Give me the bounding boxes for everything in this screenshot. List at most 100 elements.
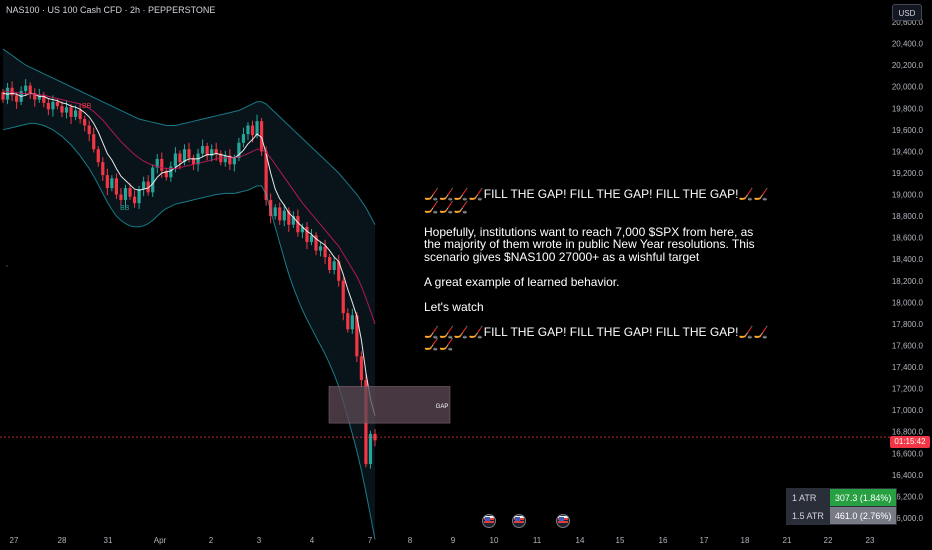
candle-body bbox=[10, 87, 14, 96]
candle-body bbox=[1, 92, 5, 100]
atr-value: 461.0 (2.76%) bbox=[828, 506, 898, 525]
y-tick-label: 20,400.0 bbox=[892, 40, 924, 49]
x-tick-label: 16 bbox=[659, 536, 668, 545]
symbol-title: NAS100 · US 100 Cash CFD · 2h · PEPPERST… bbox=[6, 5, 216, 15]
candle-body bbox=[305, 226, 309, 242]
candle-body bbox=[255, 121, 259, 136]
candle-body bbox=[187, 149, 191, 158]
gap-rect bbox=[328, 386, 451, 424]
candle-body bbox=[250, 125, 255, 136]
candle-body bbox=[264, 151, 268, 200]
y-tick-label: 16,400.0 bbox=[892, 471, 924, 480]
candle-body bbox=[341, 280, 345, 314]
candle-body bbox=[205, 146, 209, 156]
candle-body bbox=[83, 119, 87, 126]
atr-label: 1 ATR bbox=[786, 488, 830, 507]
candle-body bbox=[223, 155, 227, 163]
candle-body bbox=[151, 167, 155, 193]
candle-body bbox=[173, 153, 177, 167]
candle-body bbox=[368, 433, 373, 465]
candle-body bbox=[28, 85, 32, 94]
x-tick-label: 2 bbox=[209, 536, 214, 545]
candle-body bbox=[210, 149, 214, 156]
atr-row: 1 ATR 307.3 (1.84%) bbox=[786, 488, 898, 507]
price-axis: 16,000.0 16,200.0 16,400.0 16,600.0 16,800.0… bbox=[892, 18, 924, 523]
x-tick-label: 11 bbox=[533, 536, 542, 545]
candle-body bbox=[92, 134, 96, 150]
chart-annotation: 🏒🏒🏒🏒FILL THE GAP! FILL THE GAP! FILL THE… bbox=[424, 188, 769, 363]
us-flag-icon[interactable] bbox=[556, 514, 570, 528]
candle-body bbox=[164, 170, 168, 178]
annotation-line-3: A great example of learned behavior. bbox=[424, 274, 620, 289]
candle-body bbox=[51, 101, 55, 110]
candle-body bbox=[69, 107, 73, 117]
y-tick-label: 17,600.0 bbox=[892, 341, 924, 350]
candle-body bbox=[282, 210, 286, 221]
bollinger-bands bbox=[3, 49, 375, 540]
candle-body bbox=[78, 110, 82, 120]
x-tick-label: 14 bbox=[576, 536, 585, 545]
candle-body bbox=[314, 235, 318, 251]
y-tick-label: 18,000.0 bbox=[892, 298, 924, 307]
candle-body bbox=[123, 188, 128, 200]
candle-body bbox=[155, 158, 159, 168]
y-tick-label: 17,800.0 bbox=[892, 320, 924, 329]
candle-body bbox=[259, 121, 264, 152]
candle-body bbox=[318, 246, 323, 251]
candle-body bbox=[87, 125, 91, 135]
currency-button[interactable]: USD bbox=[892, 4, 922, 21]
y-tick-label: 19,400.0 bbox=[892, 147, 924, 156]
gap-zone: GAP bbox=[0, 386, 890, 438]
atr-table: 1 ATR 307.3 (1.84%) 1.5 ATR 461.0 (2.76%… bbox=[786, 488, 898, 525]
candle-body bbox=[232, 157, 236, 165]
bb-labels: BB BB bbox=[82, 103, 130, 212]
annotation-line-1: 🏒🏒🏒🏒FILL THE GAP! FILL THE GAP! FILL THE… bbox=[424, 187, 769, 214]
candle-body bbox=[73, 110, 78, 117]
candle-body bbox=[237, 142, 241, 158]
candle-body bbox=[64, 107, 69, 113]
us-flag-icon[interactable] bbox=[482, 514, 496, 528]
y-tick-label: 17,400.0 bbox=[892, 363, 924, 372]
bb-label: BB bbox=[82, 103, 92, 110]
candle-body bbox=[110, 178, 114, 189]
candle-body bbox=[332, 261, 336, 270]
candle-body bbox=[219, 153, 223, 163]
candle-body bbox=[287, 210, 291, 225]
candle-body bbox=[105, 175, 109, 189]
candle-body bbox=[373, 433, 377, 441]
annotation-line-5: 🏒🏒🏒🏒FILL THE GAP! FILL THE GAP! FILL THE… bbox=[424, 324, 769, 351]
atr-value: 307.3 (1.84%) bbox=[828, 488, 898, 507]
atr-label: 1.5 ATR bbox=[786, 506, 830, 525]
candle-body bbox=[55, 101, 60, 107]
candle-body bbox=[182, 149, 187, 163]
y-tick-label: 19,200.0 bbox=[892, 169, 924, 178]
candle-body bbox=[137, 189, 141, 204]
candle-body bbox=[46, 102, 50, 110]
y-tick-label: 18,200.0 bbox=[892, 277, 924, 286]
y-tick-label: 17,000.0 bbox=[892, 406, 924, 415]
x-tick-label: Apr bbox=[154, 536, 167, 545]
candle-body bbox=[350, 315, 354, 330]
candle-body bbox=[309, 235, 314, 242]
series-line bbox=[2, 92, 376, 416]
candle-body bbox=[146, 181, 150, 193]
x-tick-label: 23 bbox=[866, 536, 875, 545]
candle-body bbox=[228, 155, 232, 165]
y-tick-label: 17,200.0 bbox=[892, 385, 924, 394]
x-tick-label: 7 bbox=[368, 536, 373, 545]
y-tick-label: 16,800.0 bbox=[892, 428, 924, 437]
x-tick-label: 8 bbox=[408, 536, 413, 545]
us-flag-icon[interactable] bbox=[512, 514, 526, 528]
gap-label: GAP bbox=[436, 404, 449, 410]
series-line bbox=[2, 48, 376, 225]
y-tick-label: 18,600.0 bbox=[892, 234, 924, 243]
candle-body bbox=[355, 315, 359, 357]
x-tick-label: 4 bbox=[310, 536, 315, 545]
candle-body bbox=[278, 207, 282, 221]
annotation-line-4: Let's watch bbox=[424, 299, 484, 314]
x-tick-label: 22 bbox=[824, 536, 833, 545]
candle-body bbox=[291, 216, 295, 225]
y-tick-label: 16,200.0 bbox=[892, 492, 924, 501]
bb-label: BB bbox=[120, 205, 130, 212]
